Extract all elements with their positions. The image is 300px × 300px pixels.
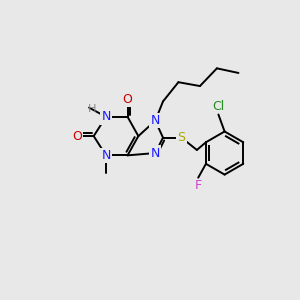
Text: F: F <box>195 179 202 192</box>
Text: O: O <box>72 130 82 142</box>
Text: H: H <box>88 104 96 114</box>
Text: N: N <box>151 114 160 127</box>
Text: O: O <box>123 93 133 106</box>
Text: N: N <box>101 110 111 123</box>
Text: N: N <box>101 149 111 162</box>
Text: N: N <box>151 146 160 160</box>
Text: Cl: Cl <box>212 100 225 113</box>
Text: S: S <box>178 131 185 144</box>
